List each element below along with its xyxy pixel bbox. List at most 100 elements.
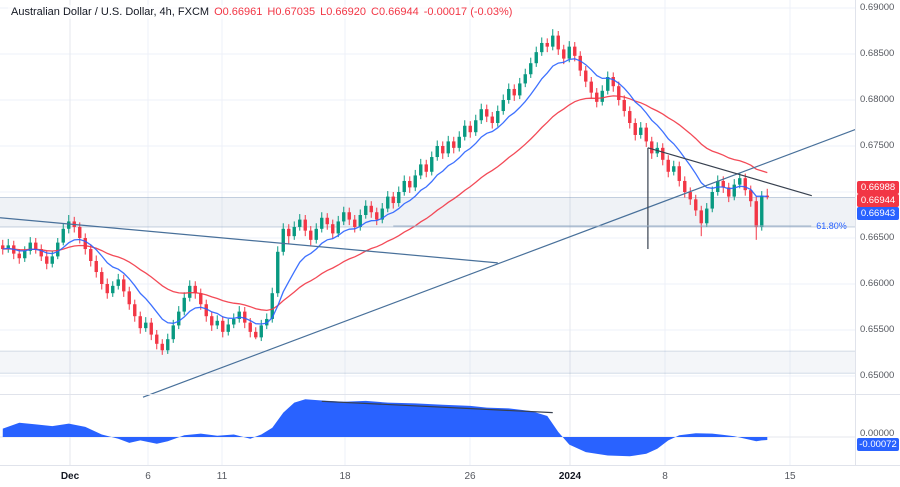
- candle-body: [177, 311, 181, 326]
- candle-body: [710, 192, 714, 209]
- candle-body: [325, 217, 329, 225]
- candle-body: [589, 81, 593, 93]
- candle-body: [743, 178, 747, 191]
- candle-body: [276, 251, 280, 294]
- candle-body: [375, 212, 379, 220]
- candle-body: [149, 322, 153, 335]
- candle-body: [259, 325, 263, 338]
- candle-body: [545, 42, 549, 47]
- candle-body: [666, 159, 670, 172]
- candle-body: [397, 192, 401, 204]
- candle-body: [540, 42, 544, 53]
- candle-body: [468, 125, 472, 133]
- candle-body: [265, 318, 269, 326]
- candle-body: [474, 120, 478, 133]
- price-axis-label: 0.65500: [860, 324, 895, 335]
- candle-body: [738, 178, 742, 185]
- candle-body: [749, 190, 753, 202]
- candle-body: [342, 212, 346, 222]
- candle-body: [353, 219, 357, 227]
- candle-body: [534, 52, 538, 64]
- candle-body: [413, 175, 417, 188]
- candle-body: [34, 242, 38, 250]
- time-axis-label: 11: [216, 471, 228, 482]
- price-axis[interactable]: 0.690000.685000.680000.675000.670000.665…: [855, 0, 900, 465]
- support-resistance-zone[interactable]: [0, 351, 855, 374]
- candle-body: [386, 196, 390, 209]
- symbol-title[interactable]: Australian Dollar / U.S. Dollar, 4h, FXC…: [11, 6, 210, 18]
- candle-body: [721, 180, 725, 188]
- candle-body: [193, 285, 197, 294]
- price-axis-label: 0.68500: [860, 48, 895, 59]
- support-resistance-zone[interactable]: [0, 197, 855, 227]
- candle-body: [424, 164, 428, 172]
- price-axis-label: 0.69000: [860, 2, 895, 13]
- price-axis-label: 0.66000: [860, 278, 895, 289]
- candle-body: [628, 111, 632, 123]
- trendline-descending[interactable]: [0, 217, 498, 264]
- price-axis-label: 0.67500: [860, 140, 895, 151]
- candle-body: [452, 141, 456, 148]
- candle-body: [595, 92, 599, 102]
- candle-body: [226, 324, 230, 332]
- candle-body: [166, 339, 170, 351]
- candle-body: [89, 249, 93, 261]
- candle-body: [281, 228, 285, 252]
- price-axis-label: 0.66500: [860, 232, 895, 243]
- candle-body: [144, 322, 148, 329]
- candle-body: [622, 100, 626, 112]
- candle-body: [133, 304, 137, 317]
- ema-line-30[interactable]: [2, 95, 768, 312]
- ohlc-close: C0.66944: [371, 6, 419, 18]
- candle-body: [457, 136, 461, 148]
- candle-body: [754, 201, 758, 227]
- candle-body: [160, 343, 164, 351]
- candle-body: [694, 199, 698, 211]
- ema-line-10[interactable]: [2, 58, 768, 325]
- indicator-value-badge: -0.00072: [857, 438, 899, 451]
- candle-body: [127, 291, 131, 305]
- candle-body: [727, 187, 731, 197]
- candle-body: [210, 316, 214, 326]
- indicator-trendline[interactable]: [321, 400, 553, 414]
- candle-body: [369, 205, 373, 213]
- candle-body: [1, 245, 5, 250]
- candle-body: [391, 196, 395, 204]
- pane-separator[interactable]: [0, 394, 900, 395]
- time-axis-label: 18: [339, 471, 351, 482]
- candle-body: [303, 219, 307, 231]
- candle-body: [67, 221, 71, 229]
- candle-body: [523, 74, 527, 84]
- candle-body: [298, 219, 302, 227]
- candle-body: [94, 261, 98, 273]
- trendline-ascending-support[interactable]: [142, 127, 855, 398]
- candle-body: [705, 208, 709, 224]
- candle-body: [617, 86, 621, 100]
- candle-body: [551, 35, 555, 47]
- candle-body: [633, 123, 637, 135]
- candle-body: [512, 88, 516, 96]
- time-axis[interactable]: Dec 6 11 18 26 2024 8 15: [0, 465, 900, 487]
- candle-body: [243, 311, 247, 323]
- candle-body: [573, 46, 577, 56]
- triangle-upper-line[interactable]: [647, 147, 812, 197]
- indicator-axis-label: 0.00000: [860, 428, 895, 439]
- price-badge: 0.66988: [857, 181, 899, 195]
- candle-body: [45, 256, 49, 264]
- time-axis-label: 15: [784, 471, 796, 482]
- main-chart-canvas[interactable]: 61.80%: [0, 0, 855, 465]
- candle-body: [380, 208, 384, 220]
- chart-legend[interactable]: Australian Dollar / U.S. Dollar, 4h, FXC…: [8, 5, 521, 19]
- price-axis-label: 0.65000: [860, 370, 895, 381]
- candle-body: [430, 157, 434, 172]
- candle-body: [584, 70, 588, 82]
- candle-body: [78, 226, 82, 238]
- candle-body: [287, 228, 291, 237]
- candle-body: [309, 230, 313, 240]
- candle-body: [611, 77, 615, 87]
- time-axis-label: 8: [662, 471, 668, 482]
- candle-body: [441, 146, 445, 154]
- candle-body: [336, 221, 340, 234]
- time-axis-label: 6: [145, 471, 151, 482]
- candle-body: [171, 325, 175, 340]
